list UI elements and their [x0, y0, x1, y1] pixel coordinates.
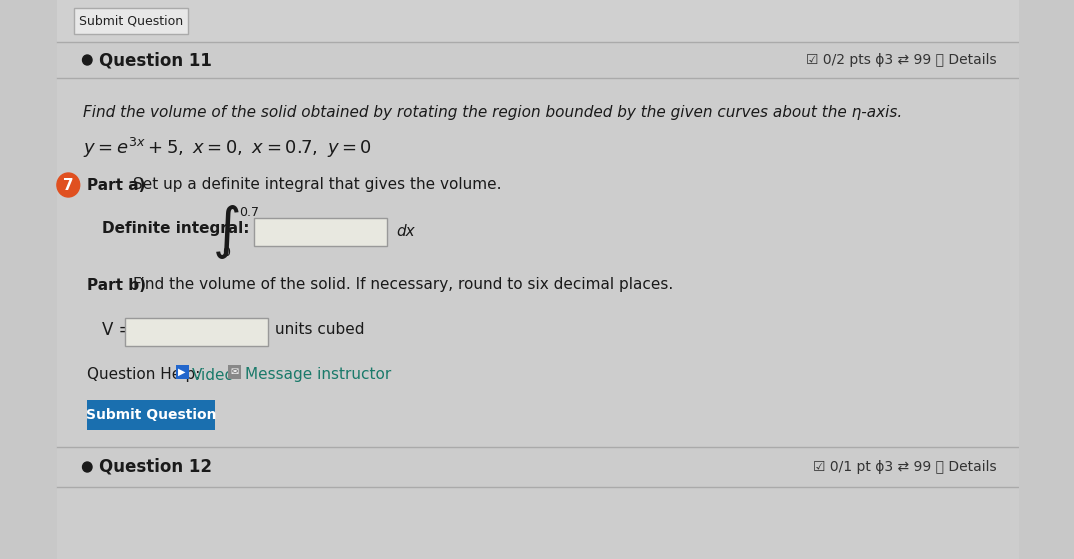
Text: Question 11: Question 11	[99, 51, 212, 69]
FancyBboxPatch shape	[175, 365, 189, 379]
Text: ▶: ▶	[178, 367, 186, 377]
Text: Definite integral:: Definite integral:	[102, 220, 250, 235]
FancyBboxPatch shape	[126, 318, 267, 346]
Text: ✉: ✉	[230, 367, 238, 377]
Text: Set up a definite integral that gives the volume.: Set up a definite integral that gives th…	[133, 178, 502, 192]
Text: Find the volume of the solid obtained by rotating the region bounded by the give: Find the volume of the solid obtained by…	[84, 105, 903, 120]
Text: Submit Question: Submit Question	[78, 15, 183, 27]
FancyBboxPatch shape	[255, 218, 387, 246]
Text: Part a): Part a)	[87, 178, 146, 192]
FancyBboxPatch shape	[57, 78, 1019, 518]
Circle shape	[83, 462, 92, 472]
Text: Find the volume of the solid. If necessary, round to six decimal places.: Find the volume of the solid. If necessa…	[133, 277, 673, 292]
Text: $\int$: $\int$	[212, 203, 240, 261]
Text: Question 12: Question 12	[99, 458, 212, 476]
Text: ☑ 0/1 pt ϕ3 ⇄ 99 ⓘ Details: ☑ 0/1 pt ϕ3 ⇄ 99 ⓘ Details	[813, 460, 996, 474]
FancyBboxPatch shape	[57, 42, 1019, 78]
FancyBboxPatch shape	[57, 447, 1019, 487]
Text: V =: V =	[102, 321, 133, 339]
Text: $y = e^{3x} + 5,\ x = 0,\ x = 0.7,\ y = 0$: $y = e^{3x} + 5,\ x = 0,\ x = 0.7,\ y = …	[84, 136, 373, 160]
FancyBboxPatch shape	[57, 0, 1019, 42]
Text: 0: 0	[222, 245, 230, 258]
Circle shape	[83, 55, 92, 65]
Text: units cubed: units cubed	[275, 323, 364, 338]
Text: ☑ 0/2 pts ϕ3 ⇄ 99 ⓘ Details: ☑ 0/2 pts ϕ3 ⇄ 99 ⓘ Details	[806, 53, 996, 67]
Text: dx: dx	[396, 225, 416, 239]
Text: Part b): Part b)	[87, 277, 146, 292]
Text: Video: Video	[191, 367, 234, 382]
FancyBboxPatch shape	[228, 365, 241, 379]
Text: Message instructor: Message instructor	[245, 367, 391, 382]
Text: Question Help:: Question Help:	[87, 367, 201, 382]
Text: 0.7: 0.7	[240, 206, 259, 219]
Text: 7: 7	[63, 178, 74, 192]
Circle shape	[57, 173, 79, 197]
FancyBboxPatch shape	[57, 0, 1019, 559]
FancyBboxPatch shape	[74, 8, 188, 34]
Text: Submit Question: Submit Question	[86, 408, 216, 422]
FancyBboxPatch shape	[87, 400, 216, 430]
